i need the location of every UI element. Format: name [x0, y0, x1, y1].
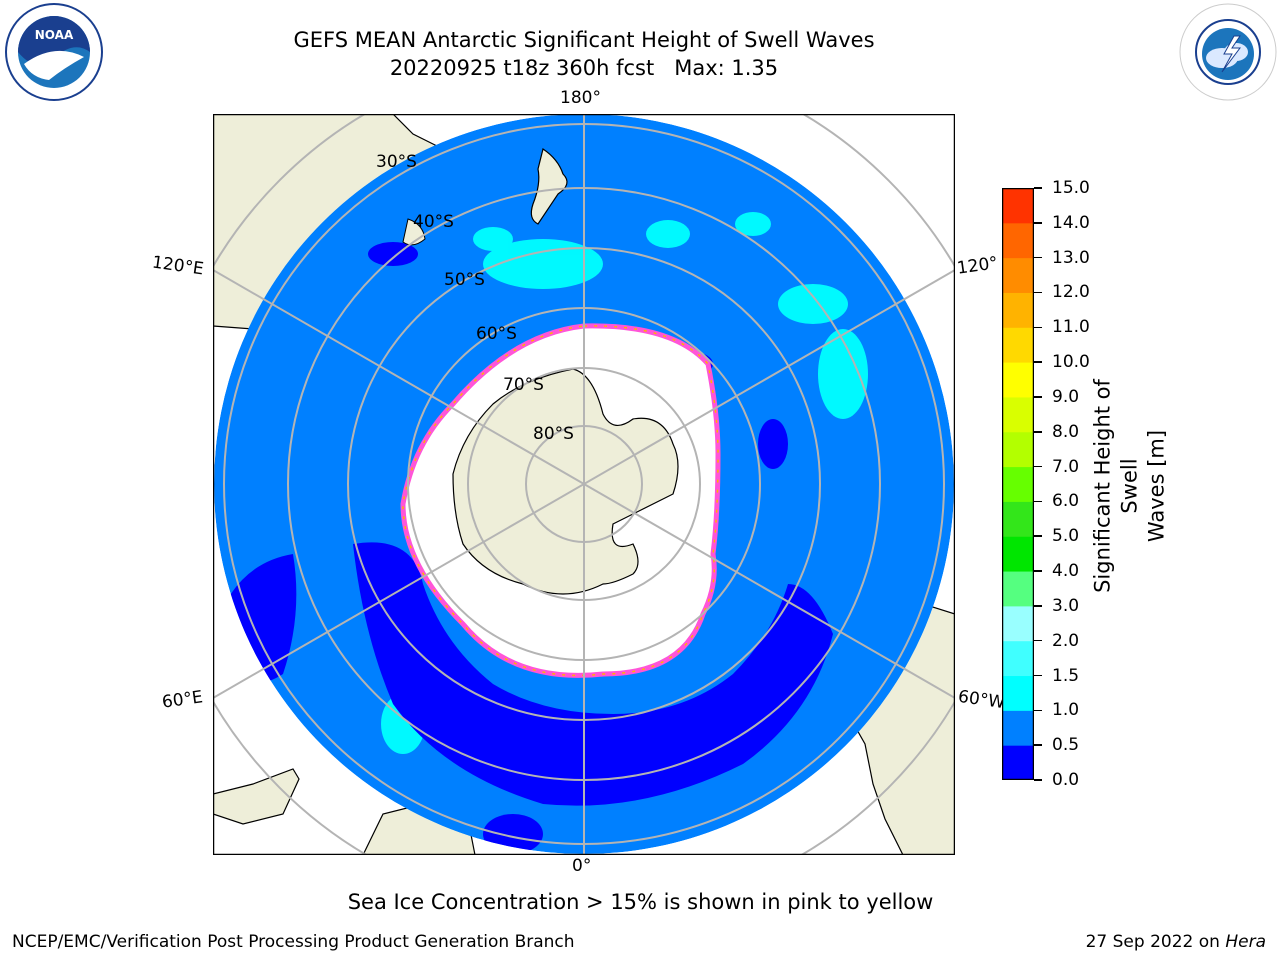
colorbar-tick-mark	[1034, 187, 1042, 189]
credit-machine: Hera	[1225, 932, 1266, 952]
colorbar-segment	[1002, 605, 1034, 642]
lat-label-70s: 70°S	[503, 375, 544, 395]
lon-label-120w: 120°	[955, 253, 1000, 279]
colorbar-tick-label: 2.0	[1052, 630, 1080, 651]
colorbar-tick-mark	[1034, 465, 1042, 468]
noaa-logo: NOAA	[5, 3, 103, 101]
colorbar-tick-mark	[1034, 500, 1042, 503]
colorbar-segment	[1002, 327, 1034, 363]
colorbar-tick-mark	[1034, 222, 1042, 224]
colorbar-segment	[1002, 466, 1034, 502]
meridians	[213, 114, 955, 855]
colorbar-tick-mark	[1034, 779, 1042, 781]
colorbar-segment	[1002, 640, 1034, 677]
sea-ice-footnote: Sea Ice Concentration > 15% is shown in …	[347, 890, 934, 914]
lon-label-180: 180°	[560, 88, 601, 108]
lon-label-0: 0°	[572, 856, 592, 876]
colorbar-segment	[1002, 188, 1034, 224]
colorbar-tick-mark	[1034, 709, 1042, 712]
credit-date-text: 27 Sep 2022 on	[1085, 932, 1220, 952]
colorbar-tick-mark	[1034, 291, 1042, 294]
colorbar-segment	[1002, 675, 1034, 711]
colorbar-tick-mark	[1034, 256, 1042, 259]
colorbar-tick-label: 14.0	[1052, 212, 1090, 233]
colorbar-tick-mark	[1034, 639, 1042, 642]
colorbar-tick-mark	[1034, 431, 1042, 433]
colorbar-tick-label: 8.0	[1052, 421, 1080, 442]
credit-date: 27 Sep 2022 on Hera	[1086, 932, 1266, 952]
colorbar-tick-label: 5.0	[1052, 526, 1080, 547]
colorbar-label-line-2: Waves [m]	[1144, 429, 1169, 543]
colorbar-segment	[1002, 571, 1034, 607]
colorbar-segment	[1002, 292, 1034, 328]
colorbar	[1002, 188, 1034, 780]
colorbar-tick-label: 0.0	[1052, 770, 1080, 790]
colorbar-tick-label: 4.0	[1052, 561, 1080, 582]
colorbar-tick-label: 13.0	[1052, 247, 1090, 268]
chart-title: GEFS MEAN Antarctic Significant Height o…	[264, 26, 904, 82]
colorbar-segment	[1002, 362, 1034, 398]
land-madagascar	[213, 768, 300, 825]
lat-label-40s: 40°S	[413, 212, 454, 232]
colorbar-segment	[1002, 396, 1034, 433]
colorbar-tick-label: 15.0	[1052, 178, 1090, 198]
colorbar-label: Significant Height of Swell Waves [m]	[1090, 356, 1171, 616]
colorbar-tick-mark	[1034, 674, 1042, 677]
colorbar-segment	[1002, 501, 1034, 537]
land-new-zealand	[530, 148, 568, 225]
title-line-2: 20220925 t18z 360h fcst Max: 1.35	[389, 56, 779, 80]
land-antarctica	[452, 368, 679, 595]
lon-label-120e: 120°E	[150, 252, 205, 280]
colorbar-tick-label: 6.0	[1052, 491, 1080, 512]
colorbar-tick-mark	[1034, 605, 1042, 607]
colorbar-tick-mark	[1034, 744, 1042, 746]
colorbar-segment	[1002, 536, 1034, 572]
lat-label-30s: 30°S	[376, 152, 417, 172]
colorbar-tick-mark	[1034, 396, 1042, 398]
colorbar-tick-label: 1.0	[1052, 700, 1080, 721]
colorbar-tick-label: 0.5	[1052, 735, 1080, 756]
lat-label-60s: 60°S	[476, 324, 517, 344]
colorbar-tick-mark	[1034, 326, 1042, 329]
colorbar-tick-mark	[1034, 570, 1042, 572]
colorbar-tick-label: 1.5	[1052, 665, 1080, 686]
polar-map	[213, 114, 955, 855]
colorbar-tick-label: 12.0	[1052, 282, 1090, 303]
colorbar-tick-label: 7.0	[1052, 456, 1080, 477]
colorbar-tick-mark	[1034, 361, 1042, 363]
svg-text:NOAA: NOAA	[35, 28, 74, 42]
lon-label-60w: 60°W	[956, 686, 1007, 714]
colorbar-tick-label: 3.0	[1052, 595, 1080, 616]
national-weather-service-logo	[1179, 3, 1277, 101]
colorbar-segment	[1002, 710, 1034, 746]
colorbar-tick-label: 11.0	[1052, 317, 1090, 338]
colorbar-segment	[1002, 222, 1034, 259]
colorbar-tick-label: 10.0	[1052, 352, 1090, 373]
lon-label-60e: 60°E	[160, 687, 205, 713]
colorbar-label-line-1: Significant Height of Swell	[1090, 379, 1142, 593]
credit-branch: NCEP/EMC/Verification Post Processing Pr…	[12, 932, 575, 952]
colorbar-segment	[1002, 745, 1034, 780]
colorbar-segment	[1002, 431, 1034, 468]
colorbar-tick-mark	[1034, 535, 1042, 537]
colorbar-segment	[1002, 257, 1034, 293]
colorbar-tick-label: 9.0	[1052, 386, 1080, 407]
lat-label-80s: 80°S	[533, 424, 574, 444]
title-line-1: GEFS MEAN Antarctic Significant Height o…	[293, 28, 875, 52]
lat-label-50s: 50°S	[444, 270, 485, 290]
